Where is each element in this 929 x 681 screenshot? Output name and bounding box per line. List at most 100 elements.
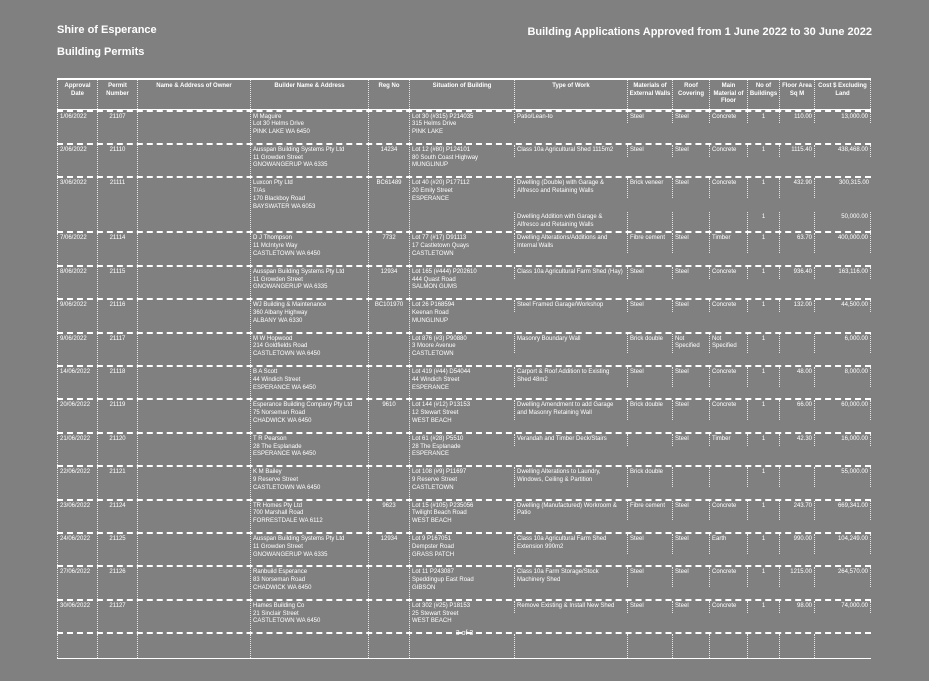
cell-situation-line: Lot 15 (#105) P235056: [412, 502, 474, 509]
cell-floor-material: Concrete: [709, 300, 747, 313]
cell-permit-number: 21114: [97, 233, 137, 265]
cell-builder-line: T R Pearson: [253, 435, 287, 442]
cell-approval-date: 3/06/2022: [57, 178, 97, 232]
cell-builder: WJ Building & Maintenance 360 Albany High…: [250, 300, 368, 332]
cell-situation-line: Lot 77 (#17) D91113: [412, 235, 467, 242]
cell-approval-date: 30/06/2022: [57, 600, 97, 633]
cell-type-of-work: Dwelling Amendment to add Garage and Mas…: [514, 400, 627, 421]
cell-cost: 13,000.00: [814, 111, 871, 124]
cell-situation-line: 28 The Esplanade: [412, 443, 461, 450]
cell-type-of-work: Dwelling (Manufactured) Workroom & Patio: [514, 500, 627, 521]
cell-situation-line: WEST BEACH: [412, 618, 452, 625]
cell-situation: Lot 26 P168594 Keenan Road MUNGLINUP: [409, 300, 514, 332]
cell-building-count: 1: [747, 467, 779, 487]
cell-situation-line: GRASS PATCH: [412, 551, 455, 558]
cell-floor-material: Concrete: [709, 567, 747, 587]
cell-situation-line: 80 South Coast Highway: [412, 154, 479, 161]
cell-wall-materials: Steel: [627, 367, 672, 387]
cell-floor-area: 132.00: [779, 300, 814, 313]
table-row-empty: [57, 632, 871, 659]
cell-situation-line: Lot 108 (#9) P11697: [412, 469, 467, 476]
cell-builder-line: D J Thompson: [253, 235, 292, 242]
cell-situation-line: 12 Stewart Street: [412, 410, 459, 417]
cell-approval-date: 21/06/2022: [57, 433, 97, 466]
cell-builder: T R Pearson 28 The Esplanade ESPERANCE WA …: [250, 433, 368, 466]
cell-builder-line: PINK LAKE WA 6450: [253, 129, 310, 136]
cell-builder-line: CHADWICK WA 6450: [253, 584, 312, 591]
cell-owner: [137, 333, 250, 366]
cell-owner: [137, 533, 250, 566]
cell-wall-materials: Brick double: [627, 467, 672, 487]
cell-permit-number: 21117: [97, 333, 137, 366]
cell-situation-line: 315 Helms Drive: [412, 121, 457, 128]
cell-building-count: 1: [747, 211, 779, 232]
cell-approval-date: 20/06/2022: [57, 400, 97, 432]
cell-builder-line: 9 Reserve Street: [253, 477, 299, 483]
cell-building-count: 1: [747, 266, 779, 279]
column-header: Situation of Building: [409, 80, 514, 109]
cell-wall-materials: Brick double: [627, 400, 672, 421]
empty-cell: [137, 634, 250, 659]
column-header: Cost $ Excluding Land: [814, 80, 871, 109]
column-header: Roof Covering: [672, 80, 709, 109]
cell-type-of-work: Verandah and Timber Deck/Stairs: [514, 433, 627, 446]
table-header-row: Approval Date Permit Number Name & Address…: [57, 78, 871, 110]
cell-building-count: 1: [747, 178, 779, 198]
cell-builder-line: GNOWANGERUP WA 6335: [253, 551, 328, 558]
cell-situation-line: Lot 30 (#315) P214035: [412, 113, 474, 120]
cell-situation: Lot 12 (#80) P124101 80 South Coast Highw…: [409, 144, 514, 177]
cell-cost: 6,000.00: [814, 333, 871, 354]
cell-type-of-work: Masonry Boundary Wall: [514, 333, 627, 354]
column-header: Floor Area Sq M: [779, 80, 814, 109]
cell-builder: M W Hopwood 214 Goldfields Road CASTLETOWN…: [250, 333, 368, 366]
cell-building-count: 1: [747, 333, 779, 354]
cell-reg-no: 14234: [368, 144, 409, 177]
cell-roof-covering: Steel: [672, 367, 709, 387]
cell-reg-no: 9623: [368, 500, 409, 532]
cell-cost: 300,315.00: [814, 178, 871, 198]
cell-situation: Lot 61 (#28) P5510 28 The Esplanade ESPERA…: [409, 433, 514, 466]
cell-situation-line: 44 Windich Street: [412, 376, 460, 383]
cell-situation-line: 444 Quast Road: [412, 276, 456, 283]
empty-cell: [97, 634, 137, 659]
empty-cell: [409, 634, 514, 659]
cell-owner: [137, 266, 250, 299]
cell-situation-line: 17 Castletown Quays: [412, 243, 470, 250]
cell-situation-line: ESPERANCE: [412, 195, 450, 202]
cell-roof-covering: Steel: [672, 500, 709, 521]
cell-cost: 438,468.00: [814, 144, 871, 157]
cell-type-of-work: Dwelling (Double) with Garage & Alfresco…: [514, 178, 627, 198]
cell-builder-line: Ausspan Building Systems Pty Ltd: [253, 268, 345, 275]
work-entries: Class 10a Farm Storage/Stock Machinery S…: [514, 567, 871, 598]
cell-approval-date: 2/06/2022: [57, 144, 97, 177]
cell-situation-line: ESPERANCE: [412, 451, 450, 458]
cell-cost: 669,341.00: [814, 500, 871, 521]
cell-owner: [137, 367, 250, 399]
cell-cost: 163,116.00: [814, 266, 871, 279]
cell-cost: 60,000.00: [814, 400, 871, 421]
cell-type-of-work: Remove Existing & Install New Shed: [514, 600, 627, 613]
cell-permit-number: 21125: [97, 533, 137, 566]
cell-builder-line: 75 Norseman Road: [253, 410, 306, 417]
cell-wall-materials: Fibre cement: [627, 233, 672, 254]
cell-floor-material: Timber: [709, 233, 747, 254]
column-header: Materials of External Walls: [627, 80, 672, 109]
cell-situation-line: WEST BEACH: [412, 418, 452, 425]
cell-reg-no: [368, 367, 409, 399]
cell-builder-line: TR Homes Pty Ltd: [253, 502, 303, 509]
cell-builder-line: CASTLETOWN WA 6450: [253, 251, 321, 258]
cell-owner: [137, 144, 250, 177]
cell-cost: 400,000.00: [814, 233, 871, 254]
cell-situation-line: GIBSON: [412, 584, 436, 591]
cell-reg-no: [368, 111, 409, 143]
cell-permit-number: 21116: [97, 300, 137, 332]
org-title: Shire of Esperance: [57, 24, 157, 36]
column-header: Type of Work: [514, 80, 627, 109]
cell-wall-materials: Brick veneer: [627, 178, 672, 198]
work-entries: Dwelling Amendment to add Garage and Mas…: [514, 400, 871, 431]
cell-building-count: 1: [747, 500, 779, 521]
cell-situation: Lot 30 (#315) P214035 315 Helms Drive PINK…: [409, 111, 514, 143]
cell-approval-date: 22/06/2022: [57, 467, 97, 499]
cell-builder: Ausspan Building Systems Pty Ltd 11 Growd…: [250, 144, 368, 177]
cell-cost: 264,570.00: [814, 567, 871, 587]
